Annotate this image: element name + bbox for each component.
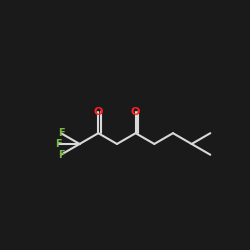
Text: F: F: [58, 150, 64, 160]
Text: O: O: [94, 106, 103, 117]
Text: O: O: [131, 106, 140, 117]
Text: F: F: [58, 128, 64, 138]
Text: F: F: [55, 139, 61, 149]
